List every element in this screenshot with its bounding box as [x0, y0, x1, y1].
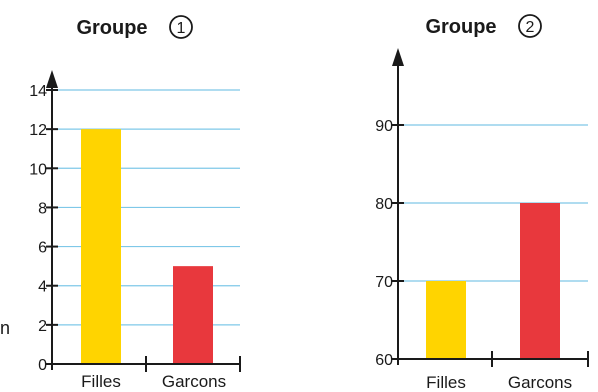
y-axis-arrow-icon — [392, 48, 404, 66]
y-tick-label: 80 — [375, 196, 393, 213]
y-tick-label: 6 — [38, 240, 47, 257]
y-tick-label: 70 — [375, 274, 393, 291]
y-tick-label: 60 — [375, 352, 393, 369]
bar-garcons — [520, 203, 560, 359]
stray-letter: n — [0, 318, 10, 338]
title-badge-number: 1 — [177, 20, 186, 37]
y-axis-arrow-icon — [46, 70, 58, 88]
y-tick-label: 2 — [38, 318, 47, 335]
x-category-label: Garcons — [162, 372, 226, 391]
bar-filles — [81, 129, 121, 364]
y-tick-label: 4 — [38, 279, 47, 296]
y-tick-label: 10 — [29, 161, 47, 178]
x-category-label: Filles — [81, 372, 121, 391]
bar-garcons — [173, 266, 213, 364]
title-badge-circle — [169, 15, 193, 39]
title-badge-circle — [518, 14, 542, 38]
chart-title: Groupe — [76, 17, 147, 39]
y-tick-label: 12 — [29, 122, 47, 139]
bar-filles — [426, 281, 466, 359]
y-tick-label: 0 — [38, 357, 47, 374]
x-category-label: Garcons — [508, 373, 572, 392]
y-tick-label: 14 — [29, 83, 47, 100]
chart-group-1: 0 2 4 6 8 10 12 14 Filles Garcons Groupe 1 — [29, 15, 241, 391]
x-category-label: Filles — [426, 373, 466, 392]
chart-title: Groupe — [425, 16, 496, 38]
y-tick-label: 8 — [38, 200, 47, 217]
y-tick-label: 90 — [375, 118, 393, 135]
title-badge-number: 2 — [526, 19, 535, 36]
chart-group-2: 60 70 80 90 Filles Garcons Groupe 2 — [375, 14, 589, 392]
